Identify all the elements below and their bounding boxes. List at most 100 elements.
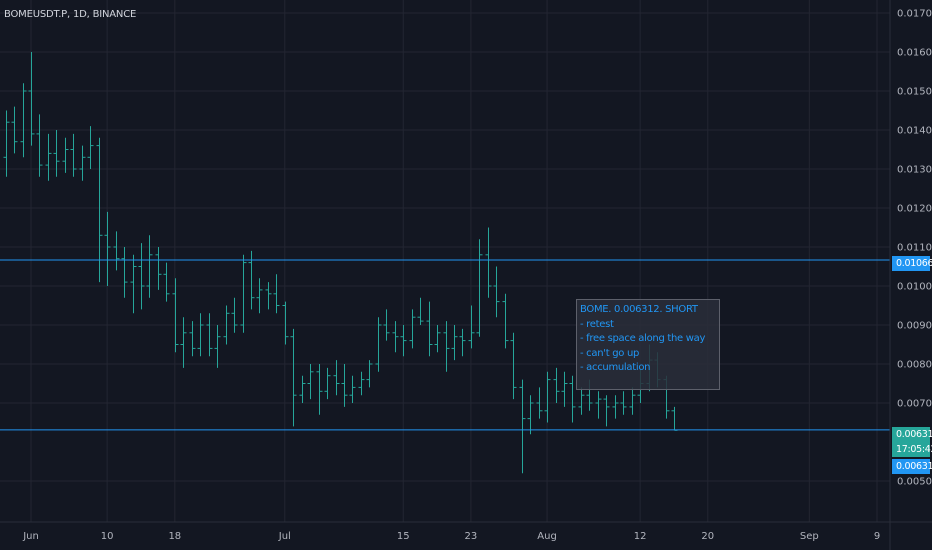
price-tick-label: 0.014000 [897,126,932,137]
ohlc-bar [527,395,534,435]
ohlc-bar [324,367,331,400]
ohlc-bar [595,391,602,419]
ohlc-bar [20,83,27,158]
ohlc-bar [36,114,43,177]
ohlc-bar [578,387,585,415]
ohlc-bar [163,262,170,302]
time-tick-label: 9 [874,531,880,542]
ohlc-bar [417,297,424,325]
ohlc-bar [392,321,399,353]
time-tick-label: 12 [634,531,647,542]
ohlc-bar [502,293,509,349]
ohlc-bar [53,130,60,177]
ohlc-bar [307,364,314,400]
note-item: - retest [580,318,614,330]
upper-level-price-tag: 0.010667 [892,256,932,271]
ohlc-bar [620,391,627,415]
ohlc-bar [612,395,619,419]
ohlc-bar [333,360,340,396]
ohlc-bar [459,328,466,357]
ohlc-bar [138,243,145,310]
horizontal-levels[interactable] [0,259,890,431]
symbol-title: BOMEUSDT.P, 1D, BINANCE [4,9,137,20]
ohlc-bar [493,266,500,318]
ohlc-bar [400,325,407,357]
ohlc-bar [28,52,35,146]
ohlc-bar [561,371,568,407]
ohlc-bar [265,282,272,310]
ohlc-bar [223,305,230,345]
note-item: - free space along the way [580,333,706,344]
ohlc-bar [121,247,128,298]
price-tick-label: 0.010000 [897,282,932,293]
ohlc-bar [180,317,187,368]
time-tick-label: 23 [465,531,478,542]
ohlc-bar [87,126,94,169]
ohlc-bar [629,387,636,415]
ohlc-bar [104,211,111,286]
ohlc-bar [172,278,179,353]
price-axis[interactable]: 0.017000 0.016000 0.015000 0.014000 0.013000… [897,9,932,488]
note-item: - can't go up [580,347,640,359]
ohlc-bar [349,375,356,403]
time-tick-label: 18 [168,531,181,542]
trade-note-box[interactable]: BOME. 0.006312. SHORT - retest - free sp… [576,299,720,390]
price-tick-label: 0.011000 [897,243,932,254]
time-axis[interactable]: Jun1018Jul1523Aug1220Sep923Oct14 [22,531,932,542]
ohlc-bar [375,317,382,372]
ohlc-bar [130,254,137,314]
time-tick-label: 10 [101,531,114,542]
ohlc-bar [282,301,289,345]
price-tick-label: 0.015000 [897,87,932,98]
price-tick-label: 0.013000 [897,165,932,176]
ohlc-bar [468,305,475,349]
ohlc-bar [544,371,551,423]
time-tick-label: Jun [22,531,39,542]
price-tick-label: 0.009000 [897,321,932,332]
ohlc-bar [316,364,323,415]
ohlc-bar [341,364,348,407]
ohlc-bar [248,250,255,310]
ohlc-bar [476,239,483,337]
ohlc-bar [536,387,543,419]
ohlc-bar [113,231,120,271]
price-tick-label: 0.008000 [897,360,932,371]
price-tick-label: 0.005000 [897,477,932,488]
ohlc-bar [443,321,450,372]
ohlc-bar [62,137,69,173]
ohlc-bar [569,375,576,423]
ohlc-bar [510,332,517,400]
time-tick-label: 20 [701,531,714,542]
time-tick-label: Aug [537,531,557,542]
ohlc-bar [214,325,221,368]
ohlc-bar [485,227,492,298]
ohlc-bar [197,313,204,357]
ohlc-bar [206,313,213,357]
ohlc-bar [299,375,306,403]
ohlc-bar [358,371,365,396]
ohlc-bar [256,278,263,314]
time-tick-label: 15 [397,531,410,542]
ohlc-bar [519,379,526,474]
time-tick-label: Jul [278,531,291,542]
ohlc-bar [290,328,297,427]
note-title: BOME. 0.006312. SHORT [580,304,698,315]
ohlc-bar [70,133,77,177]
note-item: - accumulation [580,362,651,373]
ohlc-bar [189,321,196,357]
current-price-tag: 0.006314 [892,427,932,442]
ohlc-bar [11,106,18,154]
ohlc-bar [451,325,458,361]
ohlc-bar [426,301,433,357]
price-tick-label: 0.012000 [897,204,932,215]
ohlc-bar [409,309,416,349]
ohlc-bar [146,235,153,298]
ohlc-bar [366,360,373,388]
time-tick-label: Sep [800,531,819,542]
ohlc-bar [240,254,247,333]
ohlc-bar [603,395,610,427]
bar-countdown-tag: 17:05:42 [892,442,932,457]
price-tick-label: 0.007000 [897,399,932,410]
